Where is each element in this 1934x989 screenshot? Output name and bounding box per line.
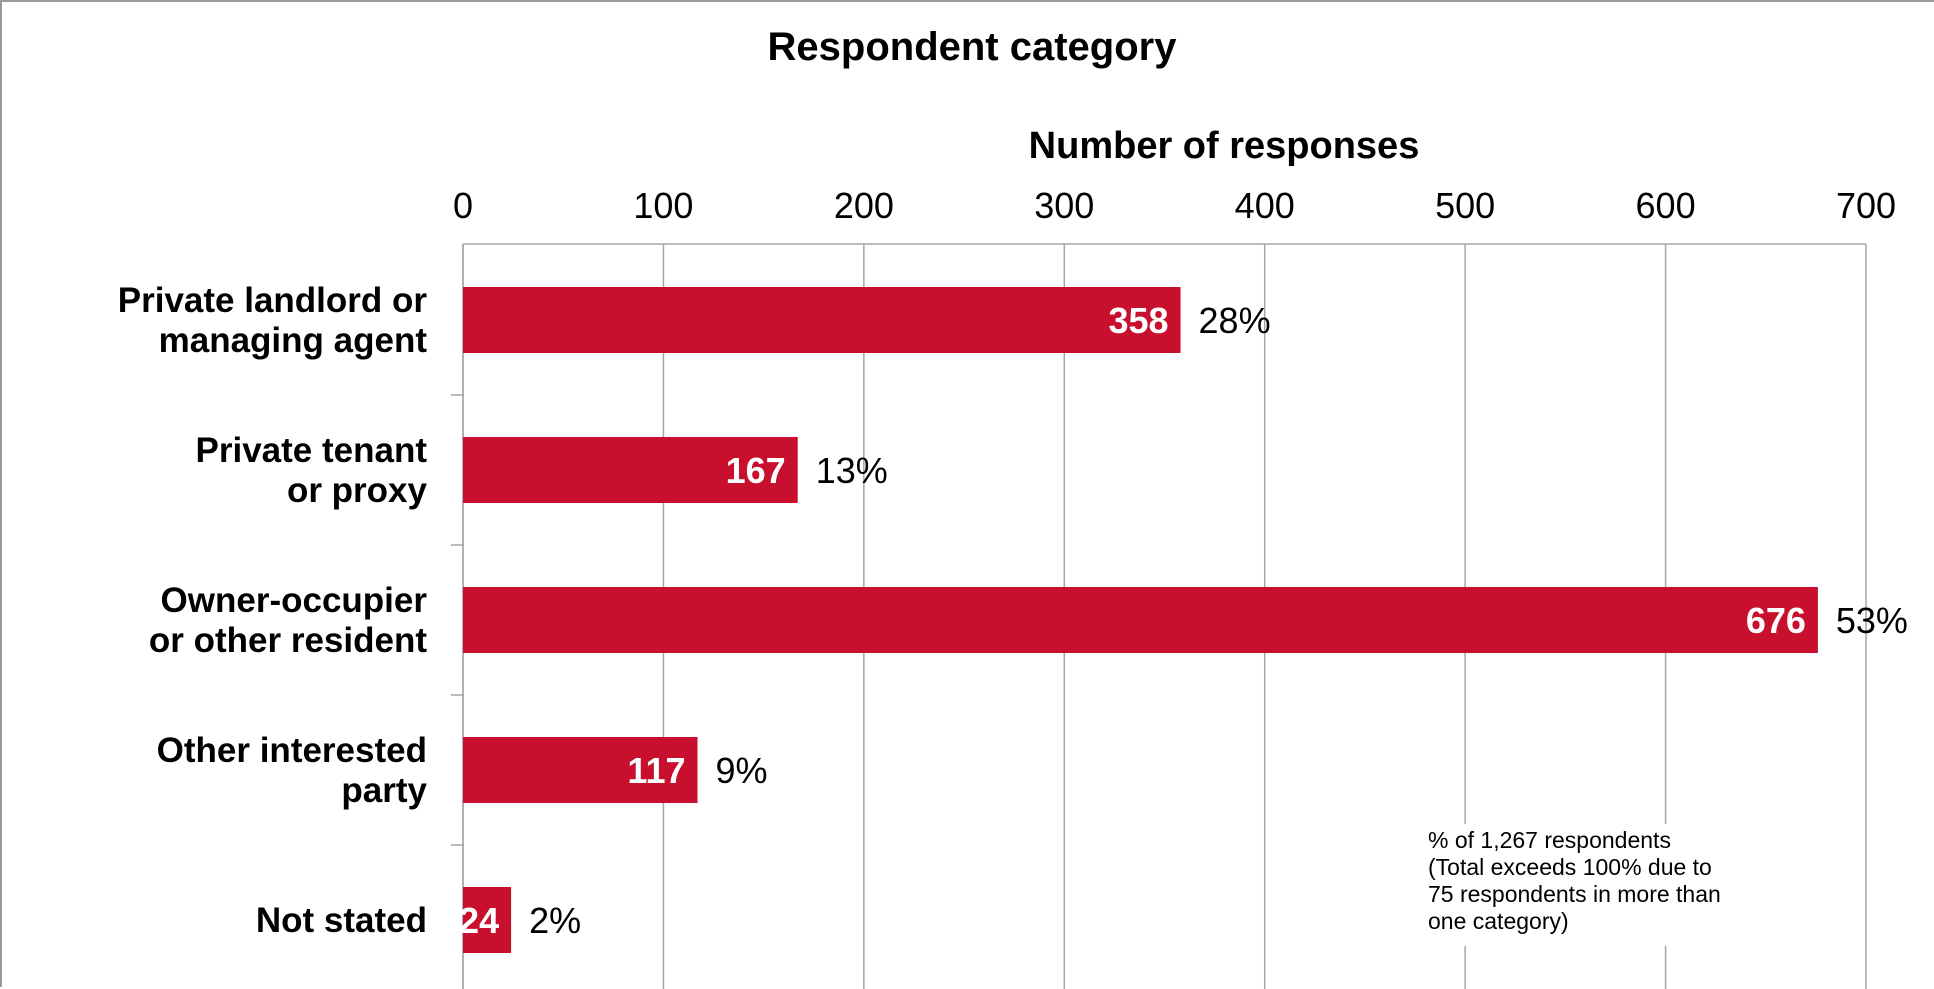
bar xyxy=(463,437,798,503)
footnote-line: % of 1,267 respondents xyxy=(1428,827,1671,853)
bar-value-label: 117 xyxy=(627,750,685,791)
bar xyxy=(463,587,1818,653)
chart-title: Respondent category xyxy=(768,25,1178,69)
bar xyxy=(463,887,512,953)
category-label: party xyxy=(341,771,427,810)
x-tick-label: 300 xyxy=(1034,185,1094,226)
category-label: or other resident xyxy=(149,621,427,660)
footnote-line: one category) xyxy=(1428,908,1569,934)
x-tick-label: 400 xyxy=(1235,185,1295,226)
bar-value-label: 167 xyxy=(726,450,786,491)
bar-percent-label: 2% xyxy=(529,900,581,941)
footnote-background xyxy=(1420,824,1792,946)
bar-percent-label: 53% xyxy=(1836,600,1908,641)
bar-percent-label: 13% xyxy=(816,450,888,491)
category-label: or proxy xyxy=(287,471,428,510)
category-label: Private tenant xyxy=(196,431,428,470)
bar-percent-label: 9% xyxy=(716,750,768,791)
footnote: % of 1,267 respondents(Total exceeds 100… xyxy=(1420,824,1792,946)
bar-value-label: 676 xyxy=(1746,600,1806,641)
category-label: managing agent xyxy=(159,321,428,360)
bar-percent-label: 28% xyxy=(1199,300,1271,341)
bar xyxy=(463,287,1181,353)
x-tick-label: 0 xyxy=(453,185,473,226)
bars: 358 28% 167 13% 676 53% 117 9% 24 2% xyxy=(459,287,1908,953)
x-tick-label: 500 xyxy=(1435,185,1495,226)
footnote-line: (Total exceeds 100% due to xyxy=(1428,854,1712,880)
x-tick-label: 100 xyxy=(633,185,693,226)
x-axis-ticks: 0 100 200 300 400 500 600 700 xyxy=(453,185,1896,226)
category-label: Owner-occupier xyxy=(161,581,428,620)
x-axis-label: Number of responses xyxy=(1029,125,1420,167)
bar-value-label: 24 xyxy=(459,900,499,941)
x-tick-label: 200 xyxy=(834,185,894,226)
footnote-line: 75 respondents in more than xyxy=(1428,881,1721,907)
category-label: Private landlord or xyxy=(118,281,428,320)
bar xyxy=(463,737,698,803)
x-tick-label: 700 xyxy=(1836,185,1896,226)
category-label: Not stated xyxy=(256,901,427,940)
bar-value-label: 358 xyxy=(1108,300,1168,341)
category-label: Other interested xyxy=(157,731,427,770)
x-tick-label: 600 xyxy=(1636,185,1696,226)
